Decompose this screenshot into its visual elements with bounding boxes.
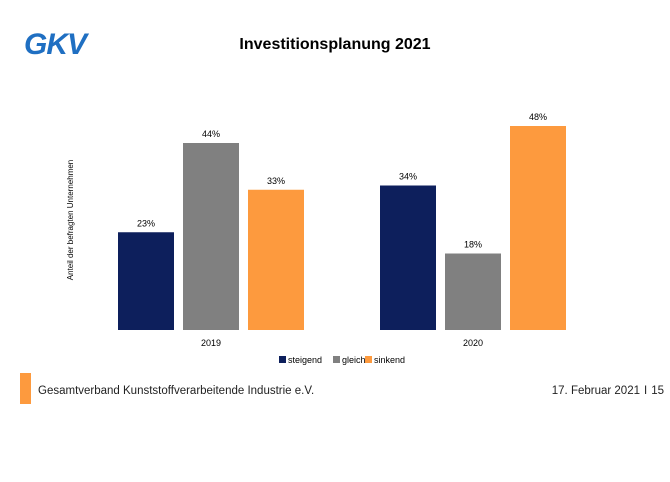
x-tick-label-2019: 2019 bbox=[201, 338, 221, 348]
legend-swatch-sinkend bbox=[365, 356, 372, 363]
bar-gleich-2020 bbox=[445, 253, 501, 330]
footer-organization: Gesamtverband Kunststoffverarbeitende In… bbox=[38, 385, 315, 397]
svg-text:GKV: GKV bbox=[24, 28, 90, 61]
y-axis-label: Anteil der befragten Unternehmen bbox=[66, 160, 75, 281]
data-label-sinkend-2019: 33% bbox=[267, 176, 285, 186]
bar-sinkend-2019 bbox=[248, 189, 304, 330]
footer-separator: I bbox=[644, 385, 648, 397]
data-label-sinkend-2020: 48% bbox=[529, 112, 547, 122]
legend-label-steigend: steigend bbox=[288, 355, 322, 365]
footer-accent-bar bbox=[20, 373, 31, 404]
data-label-steigend-2019: 23% bbox=[137, 218, 155, 228]
x-tick-label-2020: 2020 bbox=[463, 338, 483, 348]
legend-swatch-gleich bbox=[333, 356, 340, 363]
gkv-logo: GKV bbox=[24, 28, 91, 61]
chart-title: Investitionsplanung 2021 bbox=[239, 36, 431, 53]
data-label-gleich-2019: 44% bbox=[202, 129, 220, 139]
legend-label-gleich: gleich bbox=[342, 355, 366, 365]
bar-steigend-2019 bbox=[118, 232, 174, 330]
bar-sinkend-2020 bbox=[510, 126, 566, 330]
footer-meta: 17. Februar 2021 I 15 bbox=[552, 385, 664, 397]
legend-swatch-steigend bbox=[279, 356, 286, 363]
page-number: 15 bbox=[651, 385, 664, 397]
bar-gleich-2019 bbox=[183, 143, 239, 330]
bar-steigend-2020 bbox=[380, 185, 436, 330]
legend-label-sinkend: sinkend bbox=[374, 355, 405, 365]
data-label-steigend-2020: 34% bbox=[399, 172, 417, 182]
footer-date: 17. Februar 2021 bbox=[551, 385, 640, 397]
data-label-gleich-2020: 18% bbox=[464, 240, 482, 250]
